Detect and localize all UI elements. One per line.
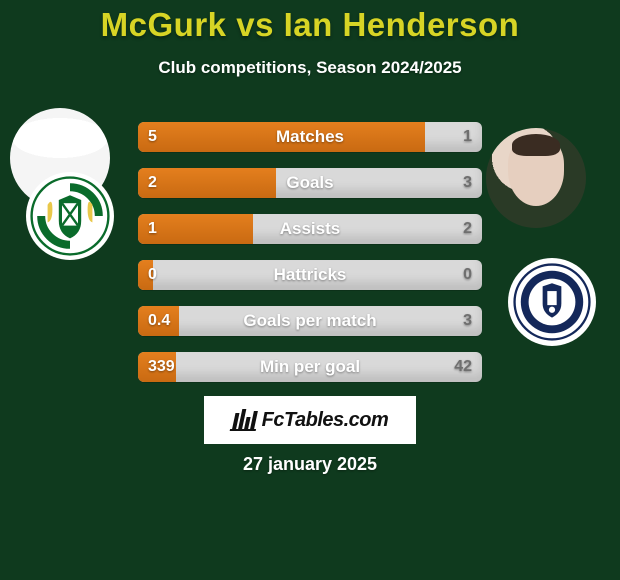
stat-right-value: 0 (453, 260, 482, 290)
stat-left-value: 1 (138, 214, 167, 244)
rochdale-crest-icon (513, 263, 591, 341)
club-badge-left (26, 172, 114, 260)
stat-label: Matches (138, 122, 482, 152)
stat-label: Hattricks (138, 260, 482, 290)
footer-date: 27 january 2025 (0, 454, 620, 475)
stat-row: Goals per match0.4 3 (138, 306, 482, 336)
stat-right-value: 42 (444, 352, 482, 382)
page-title: McGurk vs Ian Henderson (0, 0, 620, 44)
club-badge-right (508, 258, 596, 346)
stat-row: Goals2 3 (138, 168, 482, 198)
watermark-text: FcTables.com (262, 409, 389, 432)
stat-row: Assists1 2 (138, 214, 482, 244)
comparison-infographic: McGurk vs Ian Henderson Club competition… (0, 0, 620, 580)
subtitle: Club competitions, Season 2024/2025 (0, 58, 620, 78)
stat-right-value: 3 (453, 168, 482, 198)
stat-label: Min per goal (138, 352, 482, 382)
stat-right-value: 2 (453, 214, 482, 244)
player-right-photo (486, 128, 586, 228)
stat-label: Goals (138, 168, 482, 198)
stat-bars: Matches51Goals23Assists12Hattricks00Goal… (138, 122, 482, 398)
stat-right-value: 1 (453, 122, 482, 152)
stat-left-value: 0.4 (138, 306, 180, 336)
stat-row: Hattricks0 0 (138, 260, 482, 290)
stat-left-value: 2 (138, 168, 167, 198)
face-icon (486, 128, 586, 228)
fctables-logo-icon (232, 407, 258, 433)
title-player-left: McGurk (101, 6, 227, 43)
stat-row: Matches5 1 (138, 122, 482, 152)
yeovil-crest-icon (30, 176, 110, 256)
stat-left-value: 0 (138, 260, 167, 290)
title-player-right: Ian Henderson (284, 6, 520, 43)
stat-label: Assists (138, 214, 482, 244)
stat-left-value: 339 (138, 352, 185, 382)
watermark: FcTables.com (204, 396, 416, 444)
stat-left-value: 5 (138, 122, 167, 152)
stat-label: Goals per match (138, 306, 482, 336)
stat-right-value: 3 (453, 306, 482, 336)
stat-row: Min per goal339 42 (138, 352, 482, 382)
title-vs: vs (236, 6, 274, 43)
